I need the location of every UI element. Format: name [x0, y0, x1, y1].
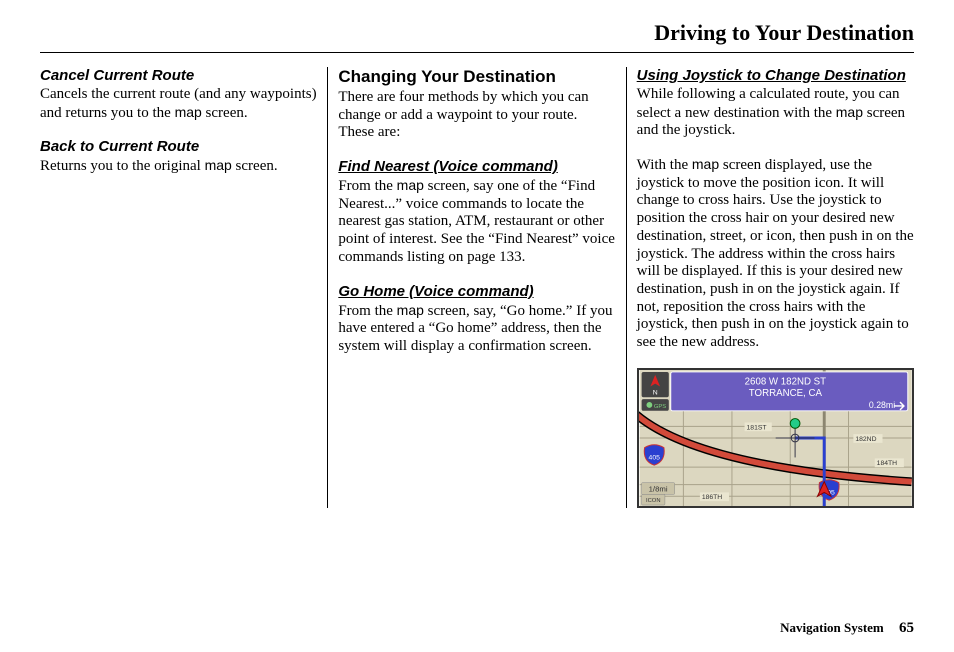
page-footer: Navigation System 65 [780, 620, 914, 637]
svg-text:TORRANCE, CA: TORRANCE, CA [748, 388, 822, 399]
map-svg: 405 405 181ST 182ND 184TH 186TH [639, 370, 912, 506]
text: With the [637, 157, 692, 173]
footer-page-number: 65 [899, 620, 914, 636]
svg-text:1/8mi: 1/8mi [648, 484, 667, 493]
svg-text:ICON: ICON [646, 498, 661, 504]
map-word: map [205, 157, 232, 173]
column-2: Changing Your Destination There are four… [328, 67, 626, 508]
map-word: map [692, 156, 719, 172]
body-joystick-p1: While following a calculated route, you … [637, 86, 914, 140]
svg-text:0.28mi: 0.28mi [869, 400, 895, 410]
body-cancel-route: Cancels the current route (and any waypo… [40, 86, 317, 122]
map-word: map [836, 104, 863, 120]
column-1: Cancel Current Route Cancels the current… [40, 67, 328, 508]
text: Returns you to the original [40, 158, 205, 174]
svg-text:405: 405 [648, 454, 660, 461]
map-word: map [175, 104, 202, 120]
gps-icon: GPS [641, 399, 668, 411]
body-intro: There are four methods by which you can … [338, 89, 615, 142]
footer-label: Navigation System [780, 620, 884, 635]
map-word: map [397, 177, 424, 193]
heading-go-home: Go Home (Voice command) [338, 283, 615, 300]
text: From the [338, 178, 396, 194]
body-find-nearest: From the map screen, say one of the “Fin… [338, 177, 615, 266]
svg-text:182ND: 182ND [855, 436, 876, 443]
icon-button: ICON [641, 494, 664, 505]
text: screen. [232, 158, 278, 174]
text: screen. [202, 105, 248, 121]
scale-box: 1/8mi [641, 482, 674, 494]
address-banner: 2608 W 182ND ST TORRANCE, CA 0.28mi [670, 372, 907, 411]
nav-map-screenshot: 405 405 181ST 182ND 184TH 186TH [637, 368, 914, 508]
map-word: map [397, 302, 424, 318]
compass-icon: N [641, 372, 668, 397]
text: screen displayed, use the joystick to mo… [637, 157, 914, 350]
heading-changing-destination: Changing Your Destination [338, 67, 615, 87]
svg-text:186TH: 186TH [701, 494, 721, 501]
text: From the [338, 303, 396, 319]
content-columns: Cancel Current Route Cancels the current… [40, 67, 914, 508]
svg-text:2608 W 182ND ST: 2608 W 182ND ST [744, 376, 826, 387]
heading-back-route: Back to Current Route [40, 138, 317, 155]
body-back-route: Returns you to the original map screen. [40, 157, 317, 176]
heading-joystick: Using Joystick to Change Destination [637, 67, 914, 84]
heading-cancel-route: Cancel Current Route [40, 67, 317, 84]
svg-text:181ST: 181ST [746, 424, 766, 431]
marker-green [790, 418, 800, 428]
heading-find-nearest: Find Nearest (Voice command) [338, 158, 615, 175]
svg-text:184TH: 184TH [876, 460, 896, 467]
body-go-home: From the map screen, say, “Go home.” If … [338, 302, 615, 356]
page-title: Driving to Your Destination [40, 20, 914, 53]
body-joystick-p2: With the map screen displayed, use the j… [637, 156, 914, 352]
column-3: Using Joystick to Change Destination Whi… [627, 67, 914, 508]
svg-text:GPS: GPS [654, 404, 666, 410]
svg-text:N: N [652, 389, 657, 396]
